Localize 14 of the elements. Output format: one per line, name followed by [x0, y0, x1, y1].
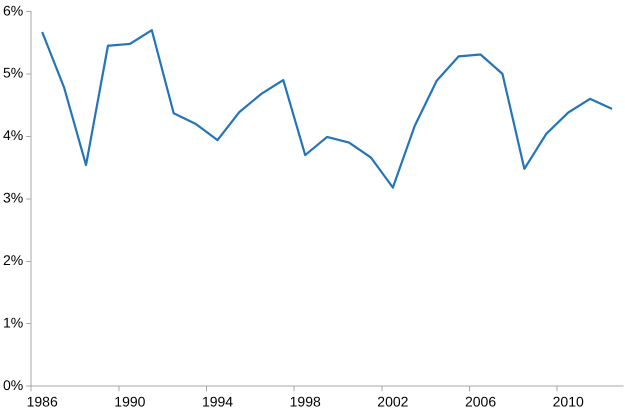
y-tick-label: 2% — [3, 252, 24, 268]
x-tick-label: 2010 — [552, 393, 584, 410]
y-tick-label: 5% — [3, 64, 24, 81]
y-tick-label: 4% — [3, 127, 24, 144]
x-tick-label: 2006 — [464, 393, 496, 410]
x-tick-label: 1998 — [290, 393, 321, 410]
x-tick-label: 1990 — [114, 393, 146, 410]
y-tick-label: 3% — [3, 190, 24, 206]
y-tick-label: 6% — [3, 2, 24, 18]
x-tick-label: 2002 — [377, 393, 409, 410]
y-tick-label: 1% — [3, 314, 24, 331]
y-tick-label: 0% — [3, 377, 24, 394]
x-tick-label: 1986 — [26, 393, 58, 410]
x-tick-label: 1994 — [202, 393, 234, 410]
